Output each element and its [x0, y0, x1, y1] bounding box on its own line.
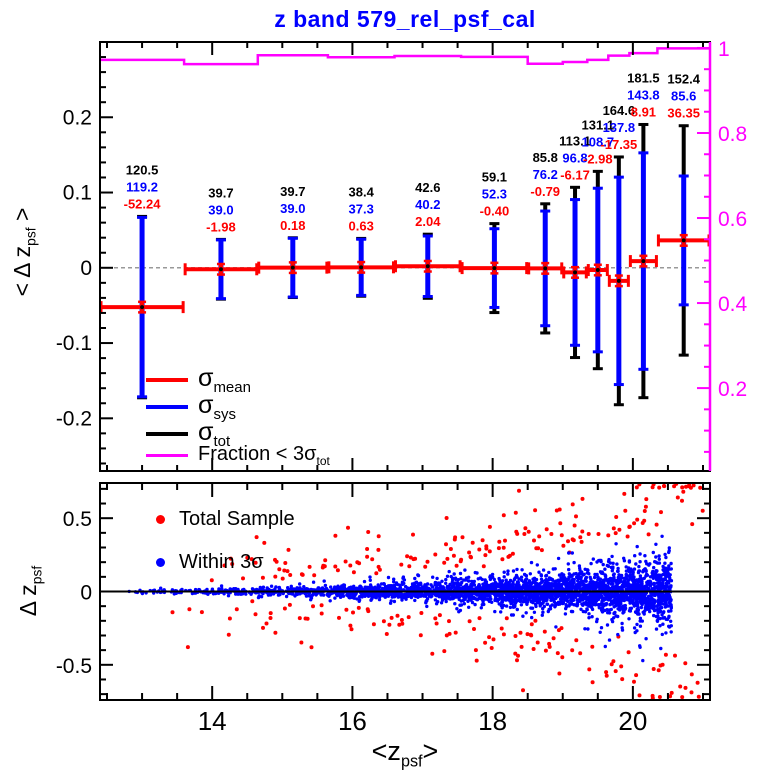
bin-label-sys: 40.2	[415, 197, 440, 212]
bin-label-mean: -52.24	[124, 196, 162, 211]
bin-label-sys: 85.6	[671, 89, 696, 104]
mean-marker	[492, 266, 497, 271]
bin-label-mean: -0.40	[480, 204, 510, 219]
tick-label: 1	[718, 38, 730, 61]
mean-marker	[290, 265, 295, 270]
tick-label: 0.4	[718, 293, 748, 316]
total-sample-dot-swatch	[156, 515, 165, 524]
bin-label-sys: 108.7	[582, 134, 615, 149]
bin-label-sys: 143.8	[627, 87, 660, 102]
tick-label: 14	[198, 706, 227, 736]
tick-label: 0.6	[718, 208, 747, 231]
tick-label: 0	[80, 257, 92, 280]
tick-label: 0.8	[718, 123, 747, 146]
sigma-sys-line-swatch	[146, 405, 188, 409]
sigma-tot-label: σtot	[198, 418, 231, 450]
bin-label-tot: 39.7	[208, 185, 233, 200]
tick-label: 0	[80, 582, 92, 605]
bin-label-sys: 137.8	[603, 120, 636, 135]
tick-label: 0.1	[63, 182, 92, 205]
sigma-mean-label: σmean	[198, 364, 251, 396]
bin-label-tot: 181.5	[627, 70, 660, 85]
bin-label-mean: -6.17	[560, 167, 590, 182]
bin-label-mean: -0.79	[530, 184, 560, 199]
legend-item-within-3sigma: Within 3σ	[156, 551, 264, 574]
bin-label-mean: -17.35	[600, 137, 637, 152]
sigma-sys-bars	[137, 151, 689, 399]
x-axis-title-post: >	[422, 736, 439, 766]
mean-marker	[359, 265, 364, 270]
bin-label-tot: 39.7	[280, 184, 305, 199]
bin-label-sys: 39.0	[208, 202, 233, 217]
top-panel-x-ticks	[106, 42, 704, 471]
fraction-label: Fraction < 3σtot	[198, 443, 330, 468]
bin-label-sys: 96.8	[562, 150, 587, 165]
bin-label-mean: 2.04	[415, 214, 441, 229]
tick-label: 20	[618, 706, 647, 736]
bin-label-mean: 36.35	[667, 106, 700, 121]
x-axis-title-text: <z	[371, 736, 401, 766]
bin-label-tot: 85.8	[533, 150, 558, 165]
tick-label: 16	[338, 706, 367, 736]
within-3sigma-label: Within 3σ	[179, 551, 264, 573]
bin-label-tot: 38.4	[349, 184, 375, 199]
mean-marker	[595, 268, 600, 273]
tick-label: -0.1	[56, 332, 92, 355]
legend-item-sigma-tot: σtot	[146, 418, 230, 450]
fraction-line-swatch	[146, 454, 188, 457]
mean-marker	[573, 270, 578, 275]
sigma-mean-line-swatch	[146, 378, 188, 382]
legend-item-total-sample: Total Sample	[156, 508, 295, 531]
tick-label: 0.2	[718, 378, 747, 401]
bin-label-tot: 59.1	[482, 170, 507, 185]
tick-label: 0.5	[63, 508, 92, 531]
legend-item-sigma-sys: σsys	[146, 391, 236, 423]
mean-marker	[543, 266, 548, 271]
mean-marker	[425, 264, 430, 269]
bin-label-mean: 0.18	[280, 218, 305, 233]
mean-marker	[641, 259, 646, 264]
bin-label-tot: 152.4	[667, 72, 700, 87]
mean-marker	[140, 305, 145, 310]
bin-label-tot: 131.1	[582, 117, 615, 132]
total-sample-label: Total Sample	[179, 508, 295, 530]
fraction-right-axis: 1 0.8 0.6 0.4 0.2	[697, 38, 748, 471]
bin-label-tot: 120.5	[126, 162, 159, 177]
x-axis-title-sub: psf	[400, 752, 423, 771]
fraction-step-line	[100, 47, 710, 66]
mean-marker	[218, 267, 223, 272]
tick-label: 18	[478, 706, 507, 736]
bottom-left-axis: 0.5 0 -0.5	[56, 487, 710, 696]
bin-label-sys: 52.3	[482, 187, 507, 202]
bin-label-sys: 37.3	[349, 201, 374, 216]
mean-marker	[681, 238, 686, 243]
bin-annotations: -52.24 119.2 120.5 -1.98 39.0 39.7 0.18 39.0 39.…	[124, 70, 701, 234]
bin-label-mean: 0.63	[349, 218, 374, 233]
bin-label-tot: 42.6	[415, 180, 440, 195]
bin-label-tot: 113.1	[559, 133, 591, 148]
bin-label-tot: 164.6	[603, 103, 636, 118]
bin-label-mean: 8.91	[631, 104, 656, 119]
tick-label: -0.2	[56, 407, 92, 430]
tick-label: 0.2	[63, 106, 92, 129]
figure-title: z band 579_rel_psf_cal	[274, 6, 536, 32]
tick-label: -0.5	[56, 655, 92, 678]
bin-label-mean: -1.98	[206, 219, 236, 234]
legend-item-sigma-mean: σmean	[146, 364, 251, 396]
mean-marker	[616, 278, 621, 283]
scatter-total-sample	[170, 484, 705, 699]
top-left-axis: 0.2 0.1 0 -0.1 -0.2	[56, 56, 113, 465]
bin-label-sys: 76.2	[533, 167, 558, 182]
sigma-tot-line-swatch	[146, 432, 188, 436]
bin-label-sys: 119.2	[126, 179, 158, 194]
legend-item-fraction: Fraction < 3σtot	[146, 443, 330, 468]
within-3sigma-dot-swatch	[156, 558, 165, 567]
bin-label-sys: 39.0	[280, 201, 305, 216]
bin-label-mean: -2.98	[583, 151, 613, 166]
x-axis-title: <zpsf>	[100, 736, 710, 771]
sigma-sys-label: σsys	[198, 391, 236, 423]
bottom-panel-x-axis: 14 16 18 20	[106, 483, 704, 736]
